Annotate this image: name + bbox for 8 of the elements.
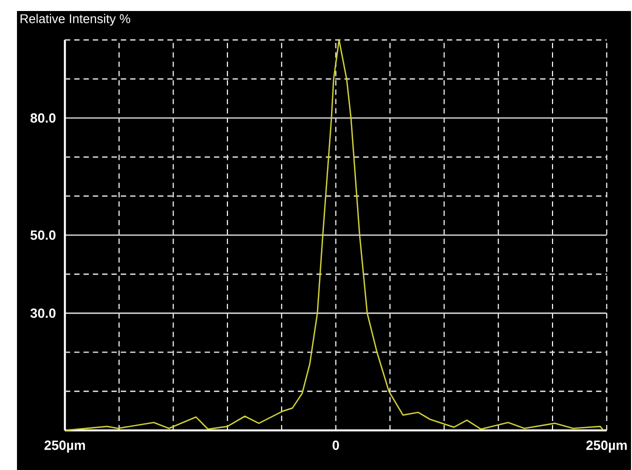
x-tick-label: 250µm — [586, 440, 627, 452]
x-tick-label: 250µm — [44, 440, 85, 452]
x-tick-label: 0 — [332, 440, 339, 450]
line-series — [65, 39, 604, 431]
y-tick-label: 80.0 — [30, 113, 56, 123]
y-tick-label: 30.0 — [30, 308, 56, 318]
y-axis-title: Relative Intensity % — [20, 14, 130, 26]
y-tick-label: 50.0 — [30, 230, 56, 240]
